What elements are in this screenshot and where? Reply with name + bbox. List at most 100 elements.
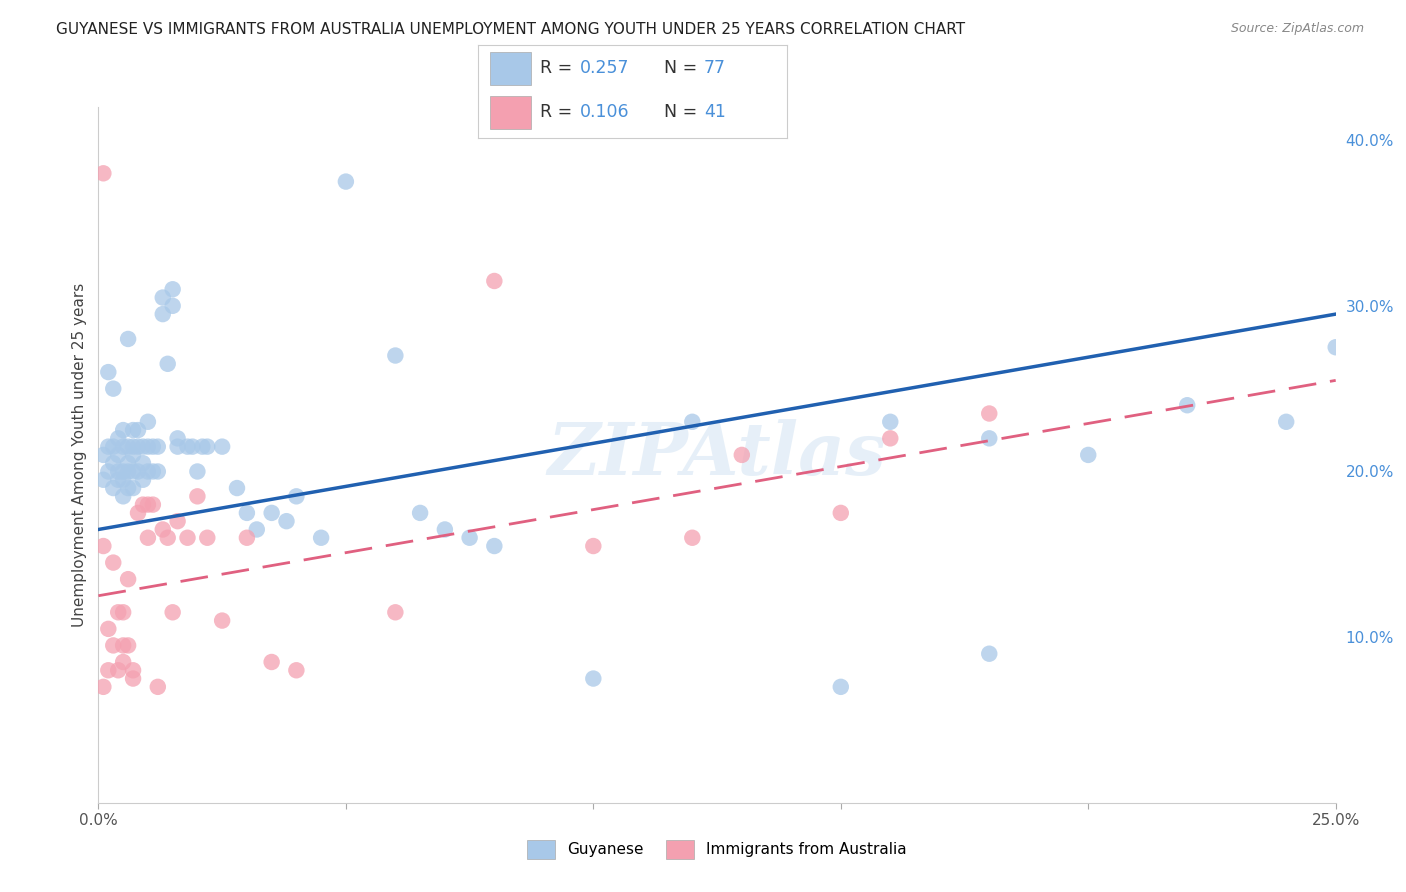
Point [103, 481, 125, 495]
Point [484, 539, 506, 553]
Point [132, 456, 155, 470]
Point [103, 639, 125, 653]
Point [136, 465, 159, 479]
Point [132, 473, 155, 487]
Point [186, 465, 208, 479]
Point [122, 423, 145, 437]
Text: 0.257: 0.257 [581, 60, 630, 78]
Text: N =: N = [664, 60, 703, 78]
Point [166, 514, 188, 528]
Point [979, 647, 1001, 661]
Point [93, 448, 115, 462]
Point [582, 672, 605, 686]
Point [162, 605, 184, 619]
Point [112, 639, 135, 653]
Point [112, 465, 135, 479]
Point [879, 415, 901, 429]
Point [146, 680, 169, 694]
Point [97, 465, 120, 479]
Point [186, 489, 208, 503]
Point [681, 531, 703, 545]
Point [276, 514, 298, 528]
Point [107, 663, 129, 677]
Point [681, 415, 703, 429]
Point [226, 481, 249, 495]
Point [146, 465, 169, 479]
Text: 0.106: 0.106 [581, 103, 630, 120]
Point [211, 440, 233, 454]
Point [142, 465, 165, 479]
Point [246, 523, 269, 537]
Point [93, 680, 115, 694]
Point [979, 407, 1001, 421]
Point [181, 440, 204, 454]
Point [97, 365, 120, 379]
Point [309, 531, 332, 545]
Point [830, 506, 852, 520]
Point [122, 448, 145, 462]
Point [117, 572, 139, 586]
Point [195, 531, 218, 545]
Text: Source: ZipAtlas.com: Source: ZipAtlas.com [1230, 22, 1364, 36]
Point [384, 605, 406, 619]
Y-axis label: Unemployment Among Youth under 25 years: Unemployment Among Youth under 25 years [72, 283, 87, 627]
Point [260, 655, 283, 669]
Point [409, 506, 432, 520]
Point [1275, 415, 1298, 429]
Point [117, 440, 139, 454]
Point [93, 539, 115, 553]
Point [132, 498, 155, 512]
Point [103, 440, 125, 454]
Point [176, 440, 198, 454]
Point [127, 465, 149, 479]
Point [122, 481, 145, 495]
Point [582, 539, 605, 553]
Point [97, 440, 120, 454]
Text: N =: N = [664, 103, 703, 120]
Point [152, 307, 174, 321]
Point [146, 440, 169, 454]
Point [127, 423, 149, 437]
Text: 41: 41 [704, 103, 725, 120]
Point [211, 614, 233, 628]
Point [112, 655, 135, 669]
Point [117, 481, 139, 495]
Point [107, 431, 129, 445]
Bar [491, 96, 530, 129]
Point [260, 506, 283, 520]
Point [103, 456, 125, 470]
Point [117, 465, 139, 479]
Point [433, 523, 456, 537]
Point [117, 639, 139, 653]
Legend: Guyanese, Immigrants from Australia: Guyanese, Immigrants from Australia [522, 834, 912, 864]
Point [136, 415, 159, 429]
Point [142, 440, 165, 454]
Point [1175, 398, 1198, 412]
Point [112, 489, 135, 503]
Point [195, 440, 218, 454]
Point [107, 605, 129, 619]
Text: ZIPAtlas: ZIPAtlas [548, 419, 886, 491]
Point [458, 531, 481, 545]
Point [979, 431, 1001, 445]
Text: 77: 77 [704, 60, 725, 78]
Point [103, 382, 125, 396]
Point [156, 357, 179, 371]
Point [93, 166, 115, 180]
Point [830, 680, 852, 694]
Point [156, 531, 179, 545]
Point [112, 440, 135, 454]
Point [127, 506, 149, 520]
Point [136, 440, 159, 454]
Point [484, 274, 506, 288]
Bar [491, 52, 530, 85]
Point [176, 531, 198, 545]
Point [122, 440, 145, 454]
Point [162, 299, 184, 313]
Point [97, 622, 120, 636]
Point [107, 448, 129, 462]
Point [166, 440, 188, 454]
Point [191, 440, 214, 454]
Point [112, 423, 135, 437]
Point [97, 663, 120, 677]
